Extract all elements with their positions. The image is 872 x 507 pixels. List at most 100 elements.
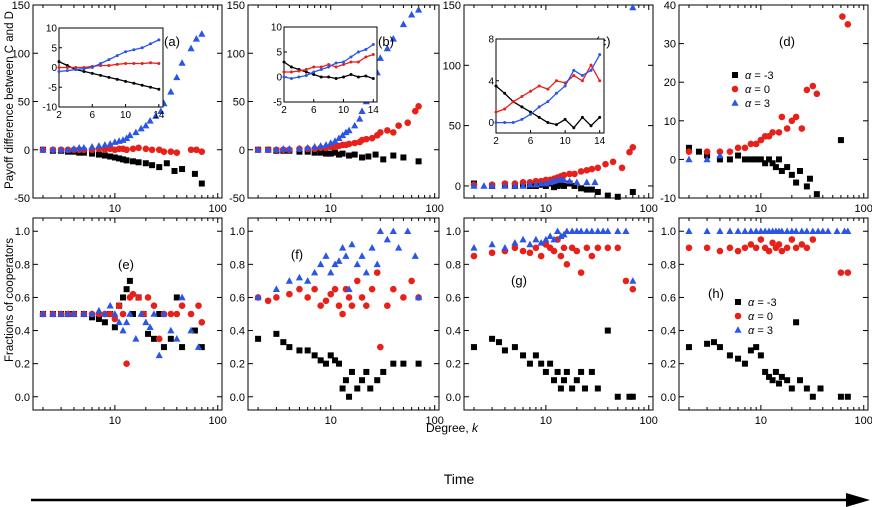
data-point-circle [148, 146, 156, 154]
data-point-circle [798, 125, 806, 132]
data-point-circle [594, 164, 602, 172]
data-point-triangle [568, 227, 576, 235]
data-point-circle [304, 294, 311, 301]
data-point-triangle [126, 310, 134, 317]
data-point-circle [339, 310, 346, 318]
data-point-circle [123, 360, 130, 367]
data-point-triangle [70, 144, 78, 152]
data-point-circle [577, 269, 585, 276]
data-point-circle [390, 285, 397, 293]
data-point-circle [377, 343, 384, 351]
data-point-circle [368, 285, 376, 293]
data-point-triangle [778, 227, 786, 235]
data-point-square [511, 344, 518, 351]
data-point-square [803, 385, 810, 392]
data-point-square [796, 167, 803, 174]
data-point-circle [685, 148, 693, 155]
inset-data-point [546, 87, 550, 91]
y-tick-label: 10 [664, 116, 676, 128]
panel-g: 10 100 0.0 0.2 0.4 0.6 0.8 1.0 (g) [446, 217, 658, 427]
data-point-circle [837, 269, 845, 276]
data-point-square [594, 188, 601, 195]
inset-data-point [589, 124, 593, 128]
data-point-circle [563, 261, 571, 268]
panel-label: (f) [291, 247, 303, 262]
data-point-square [167, 335, 174, 342]
legend-value: = -3 [754, 297, 776, 309]
data-point-triangle [537, 179, 545, 187]
data-point-circle [327, 290, 335, 298]
data-point-square [111, 154, 118, 161]
legend-marker-circle [731, 85, 739, 93]
data-point-circle [144, 294, 152, 301]
inset-data-point [140, 83, 144, 87]
data-point-circle [526, 249, 534, 257]
data-point-triangle [563, 227, 571, 235]
data-point-triangle [376, 227, 384, 235]
data-point-triangle [295, 273, 304, 281]
panel-f: 10 100 0.0 0.2 0.4 0.6 0.8 1.0 (f) [230, 217, 444, 427]
data-point-circle [111, 315, 119, 323]
data-point-triangle [685, 227, 693, 235]
data-point-square [348, 368, 355, 375]
data-point-square [156, 164, 163, 171]
data-point-square [569, 385, 576, 392]
data-point-square [304, 347, 311, 354]
data-point-square [704, 340, 711, 347]
legend-h: α = -3α = 0α = 3 [734, 297, 777, 337]
data-point-triangle [599, 227, 607, 235]
data-point-circle [803, 244, 811, 252]
data-point-triangle [526, 180, 534, 188]
inset-data-point [297, 69, 301, 73]
data-point-square [532, 352, 539, 359]
data-point-circle [123, 146, 130, 154]
data-point-circle [187, 146, 195, 154]
data-point-triangle [814, 227, 822, 235]
inset-data-point [327, 75, 331, 79]
inset-data-point [554, 79, 558, 83]
y-tick-label: 150 [227, 0, 245, 12]
panel-f-frame [247, 217, 440, 411]
data-point-square [551, 377, 558, 384]
data-point-triangle [49, 145, 57, 153]
data-point-square [311, 352, 318, 359]
inset-data-point [65, 69, 69, 73]
inset-data-point [124, 62, 128, 66]
inset-data-point [327, 65, 331, 69]
inset-data-point [107, 58, 111, 62]
inset-data-point [529, 112, 533, 116]
data-point-square [374, 377, 381, 384]
data-point-circle [568, 244, 576, 252]
inset-data-point [57, 69, 61, 73]
data-point-triangle [95, 142, 103, 149]
data-point-circle [353, 277, 361, 285]
data-point-triangle [819, 227, 827, 235]
data-point-triangle [317, 260, 325, 268]
data-point-triangle [80, 144, 88, 151]
data-point-triangle [146, 323, 154, 331]
data-point-triangle [404, 227, 412, 235]
inset-x-tick-label: 2 [493, 136, 499, 147]
data-point-triangle [279, 144, 287, 152]
data-point-circle [778, 113, 786, 121]
data-point-circle [788, 117, 796, 125]
data-point-square [788, 171, 795, 178]
data-point-triangle [178, 59, 186, 66]
legend-marker-triangle [731, 99, 739, 106]
data-point-square [332, 149, 339, 156]
data-point-circle [115, 302, 123, 310]
inset-data-point [520, 94, 524, 98]
legend-value: = 3 [751, 98, 770, 110]
data-point-circle [734, 247, 742, 255]
data-point-triangle [119, 326, 127, 334]
data-point-square [198, 180, 205, 187]
legend-marker-circle [734, 312, 742, 320]
data-point-square [753, 156, 760, 163]
inset-data-point [342, 63, 346, 66]
data-point-square [769, 160, 776, 167]
inset-data-point [364, 48, 368, 51]
inset-data-point [371, 53, 375, 56]
data-point-square [784, 164, 791, 171]
data-point-triangle [414, 6, 423, 13]
